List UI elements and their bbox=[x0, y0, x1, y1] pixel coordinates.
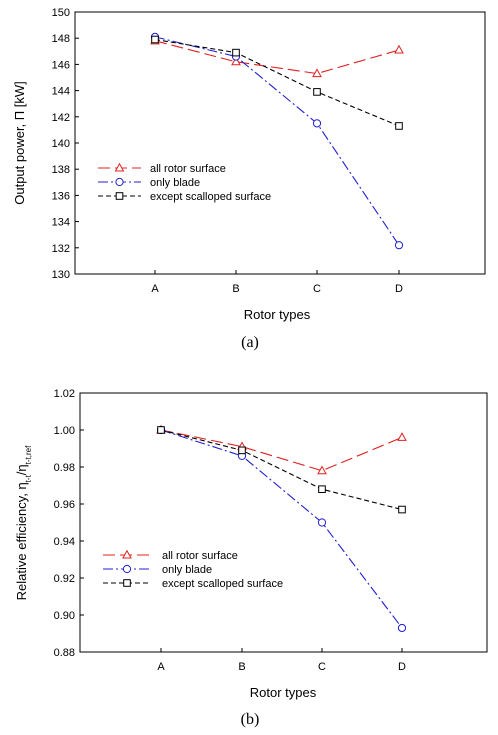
legend-marker bbox=[115, 192, 124, 200]
data-point bbox=[318, 485, 326, 493]
x-tick-label: C bbox=[318, 661, 326, 673]
label-part: η bbox=[14, 482, 29, 489]
data-point bbox=[238, 446, 246, 455]
y-tick-label: 0.98 bbox=[54, 462, 75, 474]
y-tick-label: 150 bbox=[52, 7, 70, 19]
output-power-chart: 130 132 134 136 138 140 142 144 146 148 150 A B C D a… bbox=[12, 7, 486, 351]
x-tick-label: D bbox=[395, 283, 403, 295]
legend-label: all rotor surface bbox=[150, 163, 226, 175]
legend-marker bbox=[122, 549, 132, 559]
y-axis-label-a: Output power, Π [kW] bbox=[12, 81, 27, 205]
series-line bbox=[160, 429, 403, 511]
data-point bbox=[313, 88, 321, 96]
legend-label: only blade bbox=[162, 564, 212, 576]
x-axis-label-a: Rotor types bbox=[244, 307, 311, 322]
y-tick-label: 144 bbox=[52, 86, 70, 98]
series-line bbox=[160, 429, 403, 472]
x-tick-label: A bbox=[151, 283, 159, 295]
data-point bbox=[398, 505, 406, 514]
legend-marker bbox=[115, 177, 124, 187]
data-point bbox=[397, 623, 407, 633]
plot-frame-a bbox=[74, 11, 486, 275]
legend-label: all rotor surface bbox=[162, 550, 238, 562]
legend-label: only blade bbox=[150, 177, 200, 189]
y-tick-label: 1.02 bbox=[54, 388, 75, 400]
legend-marker bbox=[114, 162, 125, 172]
y-tick-label: 0.90 bbox=[54, 610, 75, 622]
plot-frame-b bbox=[79, 392, 488, 653]
y-tick-label: 134 bbox=[52, 217, 70, 229]
x-tick-label: A bbox=[157, 661, 165, 673]
y-tick-label: 138 bbox=[52, 164, 70, 176]
series-line bbox=[154, 36, 400, 246]
relative-efficiency-chart: 0.88 0.90 0.92 0.94 0.96 0.98 1.00 1.02 A B C D al… bbox=[14, 388, 488, 728]
data-point bbox=[151, 35, 159, 44]
x-tick-label: C bbox=[313, 283, 321, 295]
y-axis-label-b-text: Relative efficiency, ηt-t/ηt-t,ref bbox=[14, 445, 33, 600]
y-tick-label: 0.94 bbox=[54, 536, 75, 548]
label-part: / bbox=[14, 471, 29, 475]
data-point bbox=[231, 56, 241, 66]
subscript: t-t,ref bbox=[24, 445, 33, 464]
label-part: η bbox=[14, 464, 29, 471]
series-line bbox=[154, 38, 400, 127]
y-tick-label: 146 bbox=[52, 59, 70, 71]
x-axis-label-b: Rotor types bbox=[250, 685, 317, 700]
x-tick-label: D bbox=[398, 661, 406, 673]
x-tick-label: B bbox=[232, 283, 239, 295]
caption-b: (b) bbox=[241, 711, 260, 728]
legend-marker bbox=[122, 564, 132, 574]
y-tick-label: 1.00 bbox=[54, 425, 75, 437]
data-point bbox=[394, 44, 404, 54]
legend-label: except scalloped surface bbox=[150, 191, 271, 203]
subscript: t-t bbox=[24, 474, 33, 482]
legend-marker bbox=[123, 579, 131, 587]
y-tick-label: 136 bbox=[52, 190, 70, 202]
data-point bbox=[317, 465, 327, 475]
data-point bbox=[395, 122, 403, 130]
legend-label: except scalloped surface bbox=[162, 578, 283, 590]
y-tick-label: 0.88 bbox=[54, 647, 75, 659]
data-point bbox=[312, 119, 322, 128]
y-tick-label: 130 bbox=[52, 269, 70, 281]
y-tick-label: 140 bbox=[52, 138, 70, 150]
y-tick-label: 0.92 bbox=[54, 573, 75, 585]
y-tick-label: 132 bbox=[52, 243, 70, 255]
series-line bbox=[160, 429, 403, 629]
series-line bbox=[154, 40, 400, 75]
y-tick-label: 0.96 bbox=[54, 499, 75, 511]
data-point bbox=[312, 68, 322, 78]
x-tick-label: B bbox=[238, 661, 245, 673]
caption-a: (a) bbox=[241, 334, 259, 351]
y-tick-label: 142 bbox=[52, 112, 70, 124]
label-part: Relative efficiency, bbox=[14, 490, 29, 601]
data-point bbox=[394, 241, 404, 250]
data-point bbox=[157, 426, 165, 434]
data-point bbox=[317, 518, 327, 527]
y-axis-label-b: Relative efficiency, ηt-t/ηt-t,ref bbox=[14, 445, 33, 600]
data-point bbox=[397, 432, 407, 441]
y-tick-label: 148 bbox=[52, 33, 70, 45]
data-point bbox=[232, 48, 240, 57]
